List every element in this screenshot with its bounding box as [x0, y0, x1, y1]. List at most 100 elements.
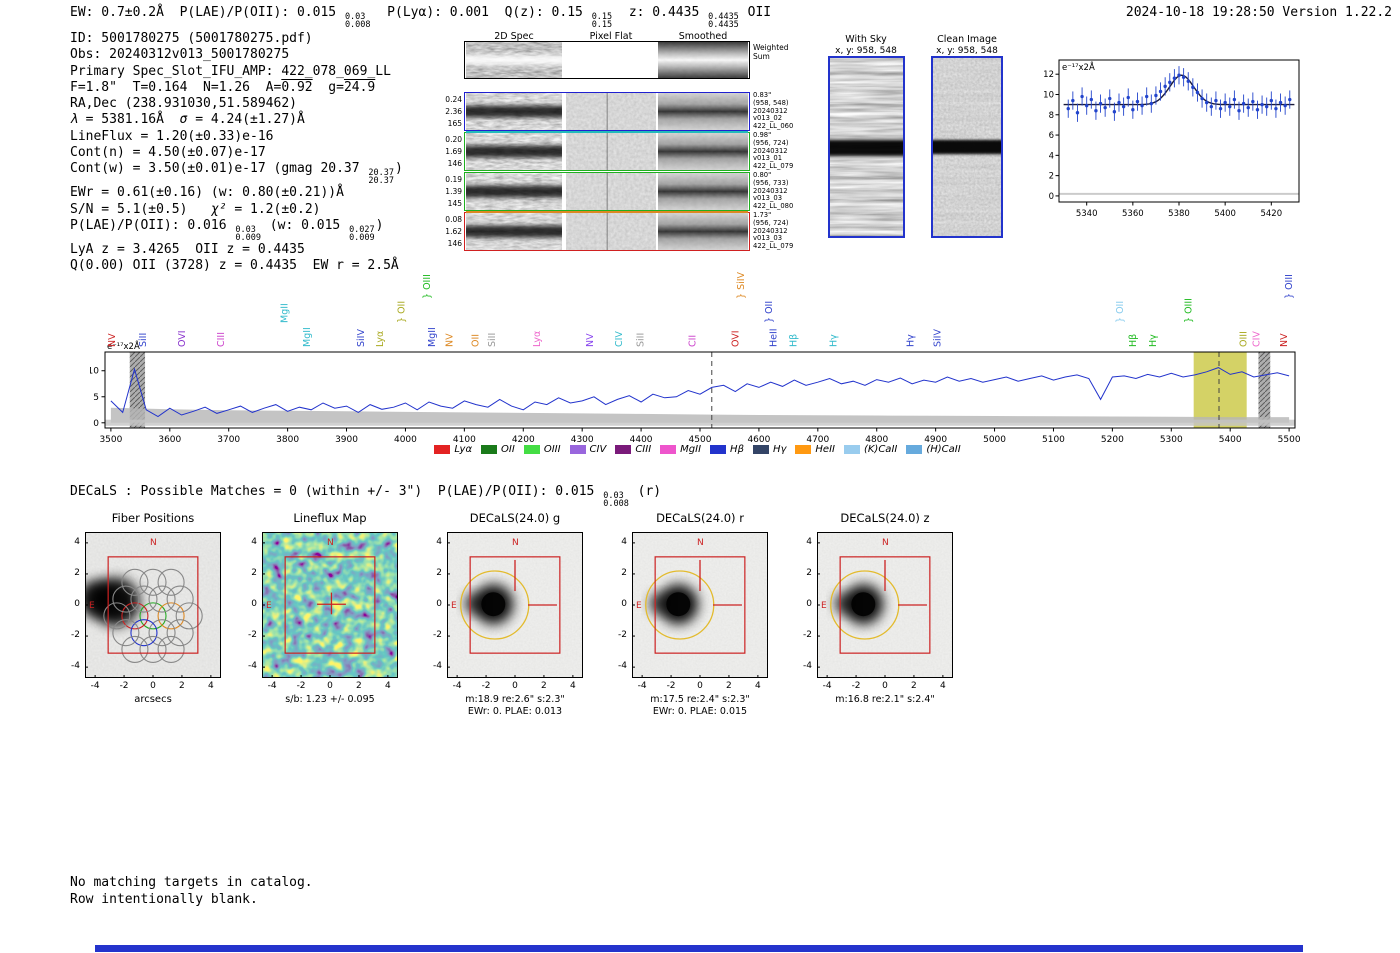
cutout-xlabel: arcsecs — [134, 694, 172, 705]
emission-line-label: SiII — [487, 333, 498, 347]
y-tick-label: 0 — [436, 599, 442, 609]
emission-line-label: CIV — [614, 331, 625, 347]
sky-panel-border — [828, 56, 905, 238]
separator-orange — [466, 210, 748, 213]
compass-north: N — [882, 538, 889, 548]
emission-line-label: SiIV — [932, 329, 943, 347]
svg-text:5360: 5360 — [1122, 209, 1144, 219]
weighted-row-border — [464, 41, 750, 79]
x-tick-label: -4 — [822, 681, 832, 691]
info-line: LineFlux = 1.20(±0.33)e-16 — [70, 128, 274, 144]
y-tick-label: 4 — [806, 536, 812, 547]
svg-text:4900: 4900 — [924, 435, 947, 445]
row-right-values: 0.83" (958, 548) 20240312 v013_02 422_LL… — [753, 91, 794, 131]
legend-item: Hγ — [752, 444, 786, 455]
emission-line-label: OVI — [177, 330, 188, 347]
legend-swatch — [752, 445, 769, 454]
row-right-values: 1.73" (956, 724) 20240312 v013_03 422_LL… — [753, 211, 794, 251]
svg-text:10: 10 — [1043, 90, 1054, 100]
y-tick-label: -4 — [248, 661, 257, 672]
info-line: P(LAE)/P(OII): 0.016 0.03 0.009 (w: 0.015… — [70, 217, 384, 243]
noise-strip-flat — [566, 93, 656, 130]
x-tick-label: 4 — [569, 681, 576, 691]
emission-line-label: SiII — [138, 333, 149, 347]
x-tick-label: -2 — [851, 681, 861, 691]
y-tick-label: 2 — [621, 567, 627, 578]
compass-north: N — [150, 538, 157, 548]
y-tick-label: 2 — [806, 567, 812, 578]
noise-strip-2d — [466, 173, 562, 210]
detection-info-block: ID: 5001780275 (5001780275.pdf) Obs: 2024… — [70, 31, 403, 275]
y-tick-label: 4 — [436, 536, 442, 547]
svg-text:5420: 5420 — [1260, 209, 1282, 219]
emission-line-label: } OIII — [1284, 274, 1295, 299]
legend-swatch — [434, 445, 451, 454]
svg-text:3800: 3800 — [276, 435, 299, 445]
cutout-caption2: EWr: 0. PLAE: 0.013 — [467, 706, 563, 717]
cutout-title: DECaLS(24.0) z — [840, 511, 930, 525]
svg-text:3500: 3500 — [99, 435, 122, 445]
x-tick-label: 4 — [939, 681, 946, 691]
svg-text:4800: 4800 — [865, 435, 888, 445]
emission-line-label: NV — [107, 333, 118, 347]
svg-text:e⁻¹⁷x2Å: e⁻¹⁷x2Å — [107, 340, 140, 352]
row-right-values: 0.80" (956, 733) 20240312 v013_03 422_LL… — [753, 171, 794, 211]
svg-text:4200: 4200 — [512, 435, 535, 445]
separator-cyan — [466, 130, 748, 133]
y-tick-label: 4 — [251, 536, 257, 547]
cutout-image: NE — [447, 532, 583, 678]
compass-east: E — [266, 601, 272, 611]
noise-strip-clean — [933, 58, 1001, 236]
svg-text:10: 10 — [90, 367, 99, 377]
svg-text:4100: 4100 — [453, 435, 476, 445]
emission-line-label: Lyα — [375, 331, 386, 347]
svg-text:4700: 4700 — [806, 435, 829, 445]
y-tick-label: 0 — [806, 599, 812, 609]
svg-text:12: 12 — [1043, 70, 1054, 80]
noise-strip-smoothtop — [658, 42, 748, 78]
timestamp: 2024-10-18 19:28:50 Version 1.22.2 — [1125, 5, 1392, 20]
sky-panel-coords: x, y: 958, 548 — [835, 46, 897, 56]
svg-text:3700: 3700 — [217, 435, 240, 445]
svg-text:5: 5 — [93, 393, 99, 403]
legend-swatch — [660, 445, 677, 454]
info-line: λ = 5381.16Å σ = 4.24(±1.27)Å — [70, 112, 305, 128]
weighted-sum-label: Weighted Sum — [753, 43, 789, 61]
svg-text:5400: 5400 — [1219, 435, 1242, 445]
y-tick-label: 4 — [74, 536, 80, 547]
info-line: Q(0.00) OII (3728) z = 0.4435 EW r = 2.5… — [70, 258, 399, 274]
noise-strip-flat — [566, 133, 656, 170]
emission-line-label: NV — [1279, 333, 1290, 347]
cutout-title: DECaLS(24.0) r — [656, 511, 744, 525]
emission-line-label: CIII — [216, 332, 227, 347]
row-right-values: 0.98" (956, 724) 20240312 v013_01 422_LL… — [753, 131, 794, 171]
emission-line-label: } OIII — [422, 274, 433, 299]
summary-line: EW: 0.7±0.2Å P(LAE)/P(OII): 0.015 0.03 0.… — [70, 5, 772, 30]
x-tick-label: 2 — [179, 681, 185, 691]
y-tick-label: 2 — [436, 567, 442, 578]
emission-line-label: } OII — [1115, 301, 1126, 323]
svg-text:2: 2 — [1049, 172, 1054, 182]
y-tick-label: 0 — [74, 599, 80, 609]
x-tick-label: 2 — [541, 681, 547, 691]
svg-text:4300: 4300 — [571, 435, 594, 445]
cutout-caption: s/b: 1.23 +/- 0.095 — [285, 694, 375, 705]
emission-line-label: Lyα — [532, 331, 543, 347]
x-tick-label: 0 — [150, 681, 156, 691]
compass-east: E — [89, 601, 95, 611]
legend-item: OIII — [523, 444, 561, 455]
x-tick-label: 0 — [327, 681, 333, 691]
note-line: No matching targets in catalog. — [70, 875, 313, 890]
emission-line-label: MgII — [302, 327, 313, 347]
cutout-title: Lineflux Map — [293, 511, 367, 525]
compass-north: N — [512, 538, 519, 548]
noise-strip-flat — [566, 173, 656, 210]
compass-east: E — [636, 601, 642, 611]
svg-text:5300: 5300 — [1160, 435, 1183, 445]
cutout-fiber: NE — [85, 532, 221, 678]
noise-strip-smooth — [658, 133, 748, 170]
y-tick-label: 2 — [74, 567, 80, 578]
emission-line-label: CII — [687, 335, 698, 347]
row-left-values: 0.08 1.62 146 — [445, 215, 462, 249]
cutout-caption: m:16.8 re:2.1" s:2.4" — [835, 694, 935, 705]
